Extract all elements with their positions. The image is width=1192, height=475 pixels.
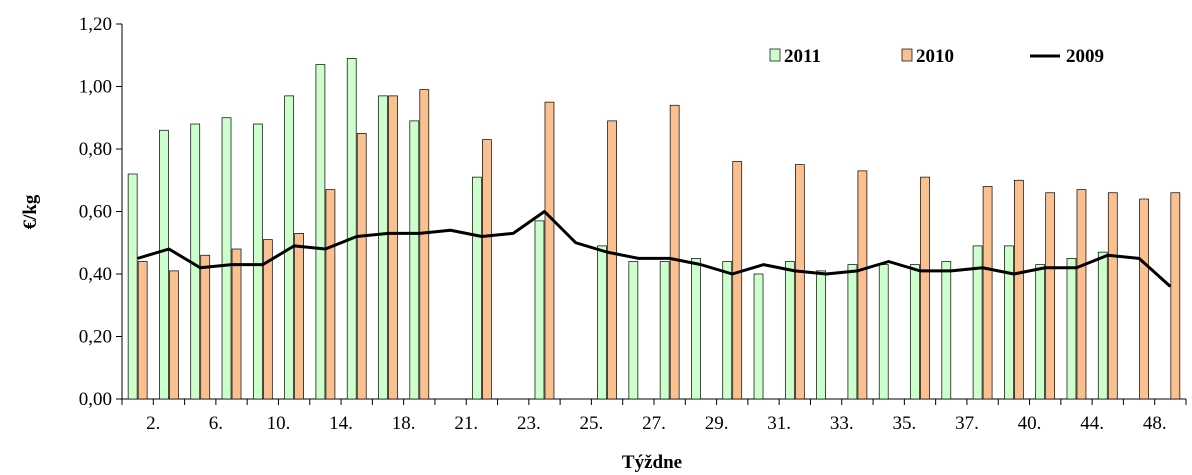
bar-2010 [1139, 198, 1149, 400]
y-tick-label: 0,20 [79, 327, 112, 348]
bar-2011 [816, 270, 826, 400]
bar-2011 [847, 264, 858, 400]
x-tick-label: 27. [642, 413, 666, 434]
bar-2011 [315, 64, 326, 400]
bar-2010 [982, 186, 993, 400]
bar-2010 [857, 170, 868, 400]
tick-labels-layer: 0,00 0,20 0,40 0,60 0,80 1,00 1,20 2. 6. 10. 14. 18… [79, 14, 1167, 434]
legend-label-2011: 2011 [784, 46, 821, 67]
legend-label-2009: 2009 [1066, 46, 1104, 67]
bar-2010 [169, 270, 179, 400]
legend-swatch-2011 [769, 48, 781, 62]
bar-2010 [231, 248, 242, 400]
bars-layer [127, 58, 1181, 400]
bar-2011 [221, 117, 232, 400]
x-tick-label: 10. [267, 413, 291, 434]
bar-2011 [409, 120, 420, 400]
bar-2011 [378, 95, 388, 400]
bar-2011 [628, 261, 639, 400]
bar-2010 [1107, 192, 1118, 400]
x-tick-label: 6. [209, 413, 223, 434]
bar-2010 [200, 254, 211, 400]
bar-2011 [346, 58, 357, 400]
x-tick-label: 21. [454, 413, 478, 434]
bar-2010 [794, 164, 805, 400]
x-tick-label: 18. [392, 413, 416, 434]
line-layer [137, 210, 1172, 288]
bar-2010 [262, 239, 273, 400]
x-tick-label: 48. [1143, 413, 1167, 434]
legend-label-2010: 2010 [916, 46, 954, 67]
bar-2010 [669, 104, 680, 400]
bar-2010 [732, 161, 743, 400]
x-tick-label: 33. [830, 413, 854, 434]
y-tick-label: 1,20 [79, 14, 112, 35]
bar-2011 [597, 245, 607, 400]
bar-2010 [544, 101, 555, 400]
x-tick-label: 31. [767, 413, 791, 434]
bar-2011 [659, 261, 670, 400]
bar-2011 [127, 173, 138, 400]
bar-2010 [607, 120, 617, 400]
bar-2011 [1066, 258, 1077, 400]
x-tick-label: 44. [1080, 413, 1104, 434]
x-tick-label: 29. [705, 413, 729, 434]
x-tick-label: 40. [1018, 413, 1042, 434]
bar-2011 [753, 273, 764, 400]
bar-2010 [294, 233, 304, 400]
bar-2010 [1014, 179, 1024, 400]
y-axis-title: €/kg [20, 194, 41, 229]
bar-2010 [137, 261, 148, 400]
x-tick-label: 14. [329, 413, 353, 434]
x-tick-label: 2. [146, 413, 160, 434]
y-tick-label: 0,40 [79, 264, 112, 285]
legend: 2011 2010 2009 [769, 46, 1104, 67]
x-axis-title: Týždne [622, 452, 682, 473]
bar-2011 [534, 220, 545, 400]
bar-2011 [1035, 264, 1046, 400]
bar-2011 [722, 261, 733, 400]
bar-2011 [691, 258, 701, 400]
bar-2011 [1004, 245, 1014, 400]
bar-2010 [325, 189, 336, 400]
x-tick-label: 37. [955, 413, 979, 434]
y-tick-label: 0,00 [79, 389, 112, 410]
bar-2010 [356, 133, 367, 400]
bar-2010 [1170, 192, 1181, 400]
axes-layer [116, 23, 1187, 405]
bar-2011 [784, 261, 795, 400]
y-tick-label: 1,00 [79, 77, 112, 98]
bar-2011 [1097, 251, 1108, 400]
x-tick-label: 25. [580, 413, 604, 434]
bar-2011 [910, 264, 920, 400]
y-tick-label: 0,60 [79, 202, 112, 223]
bar-2010 [388, 95, 398, 400]
line-2009 [137, 210, 1172, 288]
bar-2010 [482, 139, 492, 400]
bar-2010 [419, 89, 430, 400]
legend-swatch-2010 [901, 48, 913, 62]
bar-2011 [159, 129, 169, 400]
bar-2011 [472, 176, 482, 400]
bar-2010 [1076, 189, 1087, 400]
x-tick-label: 23. [517, 413, 541, 434]
bar-2011 [252, 123, 263, 400]
bar-2011 [878, 264, 889, 400]
bar-2010 [920, 176, 930, 400]
y-tick-label: 0,80 [79, 139, 112, 160]
bar-2011 [941, 261, 952, 400]
bar-2011 [972, 245, 983, 400]
bar-2010 [1045, 192, 1056, 400]
x-tick-label: 35. [892, 413, 916, 434]
